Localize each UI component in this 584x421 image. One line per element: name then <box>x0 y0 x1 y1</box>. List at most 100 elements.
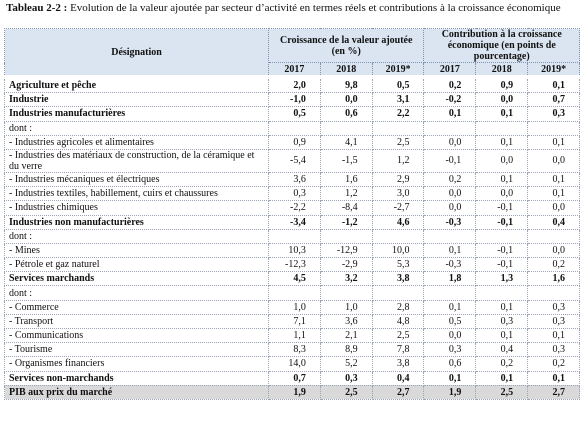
empty-cell <box>527 228 580 244</box>
value-cell: 7,1 <box>268 313 321 330</box>
value-cell: 0,3 <box>319 370 373 386</box>
value-cell: 3,2 <box>319 271 373 287</box>
value-cell: 0,0 <box>527 200 580 216</box>
value-cell: 0,1 <box>475 327 529 344</box>
table-row: dont : <box>4 120 580 136</box>
value-cell: 0,1 <box>423 106 477 122</box>
value-cell: 3,8 <box>371 356 425 372</box>
table-row: dont : <box>4 285 580 301</box>
value-cell: 3,6 <box>319 313 373 330</box>
value-cell: 0,3 <box>527 299 580 315</box>
table-row: dont : <box>4 228 580 244</box>
row-label: Services non-marchands <box>4 370 269 386</box>
table-row: - Industries mécaniques et électriques 3,… <box>4 171 580 188</box>
value-cell: 4,8 <box>371 313 425 330</box>
value-cell: -0,1 <box>475 242 529 259</box>
table-row: PIB aux prix du marché 1,9 2,5 2,7 1,9 2,5 2,7 <box>4 384 580 400</box>
row-label: - Pétrole et gaz naturel <box>4 257 269 273</box>
value-cell: -12,3 <box>268 257 321 273</box>
value-cell: 0,1 <box>527 327 580 344</box>
value-cell: 0,3 <box>527 313 580 330</box>
value-cell: 0,1 <box>475 171 529 188</box>
value-cell: -0,1 <box>475 200 529 216</box>
header-row: Désignation Croissance de la valeur ajou… <box>4 28 580 78</box>
value-cell: 2,5 <box>371 327 425 344</box>
row-label: dont : <box>4 285 269 301</box>
row-label: - Communications <box>4 327 269 344</box>
value-cell: 10,3 <box>268 242 321 259</box>
value-cell: -2,9 <box>319 257 373 273</box>
value-cell: 10,0 <box>371 242 425 259</box>
row-label: - Organismes financiers <box>4 356 269 372</box>
value-cell: 3,1 <box>371 92 425 108</box>
value-cell: 1,1 <box>268 327 321 344</box>
year-header: 2017 <box>268 62 321 78</box>
year-header: 2019* <box>527 62 580 78</box>
value-cell: 1,8 <box>423 271 477 287</box>
row-label: - Industries mécaniques et électriques <box>4 171 269 188</box>
row-label: - Industries agricoles et alimentaires <box>4 134 269 150</box>
value-cell: 0,1 <box>423 299 477 315</box>
row-label: - Tourisme <box>4 342 269 358</box>
value-cell: 4,6 <box>371 214 425 230</box>
row-label: - Industries chimiques <box>4 200 269 216</box>
value-cell: 0,1 <box>475 370 529 386</box>
value-cell: 0,0 <box>423 186 477 202</box>
value-cell: 0,1 <box>527 186 580 202</box>
row-label: dont : <box>4 120 269 136</box>
header-cell: Croissance de la valeur ajoutée (en %) <box>267 28 425 63</box>
table-row: - Organismes financiers 14,0 5,2 3,8 0,6 0,2 0… <box>4 356 580 372</box>
caption-label: Tableau 2-2 : <box>6 2 68 14</box>
value-cell: 0,1 <box>475 299 529 315</box>
table-row: - Commerce 1,0 1,0 2,8 0,1 0,1 0,3 <box>4 299 580 315</box>
value-cell: 2,2 <box>371 106 425 122</box>
empty-cell <box>268 120 321 136</box>
value-cell: 0,4 <box>475 342 529 358</box>
value-cell: 0,9 <box>475 75 529 94</box>
value-cell: 2,5 <box>475 384 529 400</box>
year-header: 2017 <box>423 62 477 78</box>
table-header: Désignation Croissance de la valeur ajou… <box>4 28 580 78</box>
table-row: - Communications 1,1 2,1 2,5 0,0 0,1 0,1 <box>4 327 580 344</box>
value-cell: 0,0 <box>475 92 529 108</box>
value-cell: 0,0 <box>423 134 477 150</box>
empty-cell <box>423 285 477 301</box>
value-cell: 0,0 <box>475 186 529 202</box>
value-cell: 0,3 <box>527 106 580 122</box>
value-cell: 2,5 <box>319 384 373 400</box>
empty-cell <box>423 120 477 136</box>
value-cell: 1,0 <box>319 299 373 315</box>
value-cell: 0,2 <box>423 171 477 188</box>
value-cell: 1,6 <box>319 171 373 188</box>
value-cell: 0,0 <box>423 200 477 216</box>
value-cell: 0,0 <box>527 148 580 173</box>
value-cell: 0,0 <box>475 148 529 173</box>
value-cell: 0,1 <box>423 370 477 386</box>
data-table: Désignation Croissance de la valeur ajou… <box>4 28 580 400</box>
value-cell: 0,3 <box>475 313 529 330</box>
value-cell: 0,7 <box>527 92 580 108</box>
value-cell: 4,1 <box>319 134 373 150</box>
table-row: Industrie -1,0 0,0 3,1 -0,2 0,0 0,7 <box>4 92 580 108</box>
table-row: - Industries textiles, habillement, cuir… <box>4 186 580 202</box>
row-label: PIB aux prix du marché <box>4 384 269 400</box>
value-cell: 0,5 <box>371 75 425 94</box>
empty-cell <box>319 228 373 244</box>
empty-cell <box>423 228 477 244</box>
value-cell: -1,2 <box>319 214 373 230</box>
table-row: Industries manufacturières 0,5 0,6 2,2 0,1 0,… <box>4 106 580 122</box>
header-cell: Contribution à la croissance économique … <box>423 28 580 63</box>
row-label: dont : <box>4 228 269 244</box>
value-cell: 0,7 <box>268 370 321 386</box>
value-cell: -5,4 <box>268 148 321 173</box>
row-label: Industries non manufacturières <box>4 214 269 230</box>
value-cell: 2,5 <box>371 134 425 150</box>
value-cell: 9,8 <box>319 75 373 94</box>
table-row: Services marchands 4,5 3,2 3,8 1,8 1,3 1,6 <box>4 271 580 287</box>
table-row: Industries non manufacturières -3,4 -1,2 4,… <box>4 214 580 230</box>
value-cell: 0,5 <box>423 313 477 330</box>
row-label: Services marchands <box>4 271 269 287</box>
value-cell: 0,2 <box>527 356 580 372</box>
value-cell: 0,0 <box>423 327 477 344</box>
